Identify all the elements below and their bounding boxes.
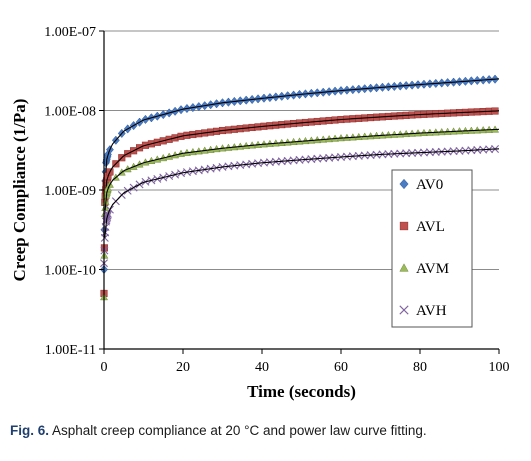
tick-labels: 1.00E-11 1.00E-10 1.00E-09 1.00E-08 1.00E-07… xyxy=(44,25,509,375)
series-avh xyxy=(100,145,500,268)
legend-label-avl: AVL xyxy=(416,219,445,235)
y-axis-title: Creep Compliance (1/Pa) xyxy=(10,99,29,282)
legend-marker-avl xyxy=(399,221,409,231)
fit-curve-av0 xyxy=(104,78,500,191)
x-axis-title: Time (seconds) xyxy=(247,382,356,401)
legend-marker-avh xyxy=(399,305,409,315)
axes xyxy=(99,30,500,354)
series-avl xyxy=(100,107,500,297)
series-avm xyxy=(99,125,500,301)
caption-text: Asphalt creep compliance at 20 °C and po… xyxy=(52,423,427,438)
x-tick-label: 60 xyxy=(334,360,348,375)
legend-label-av0: AV0 xyxy=(416,177,443,193)
x-tick-label: 0 xyxy=(101,360,108,375)
y-tick-label: 1.00E-09 xyxy=(44,184,96,199)
caption-label: Fig. 6. xyxy=(10,423,50,438)
y-tick-label: 1.00E-10 xyxy=(44,264,96,279)
legend-box xyxy=(391,169,473,328)
legend-label-avh: AVH xyxy=(416,303,447,319)
y-tick-label: 1.00E-07 xyxy=(44,25,96,40)
legend-label-avm: AVM xyxy=(416,261,449,277)
legend-marker-av0 xyxy=(399,178,409,190)
y-tick-label: 1.00E-11 xyxy=(45,343,96,358)
marker-stroke xyxy=(399,305,409,315)
fit-curve-avm xyxy=(104,128,500,214)
x-tick-label: 20 xyxy=(176,360,190,375)
x-tick-label: 40 xyxy=(255,360,269,375)
fit-curve-avl xyxy=(104,110,500,203)
legend-marker-avm xyxy=(399,263,409,272)
x-tick-label: 100 xyxy=(489,360,510,375)
x-tick-label: 80 xyxy=(413,360,427,375)
figure-caption: Fig. 6. Asphalt creep compliance at 20 °… xyxy=(10,423,525,438)
marker-stroke xyxy=(100,233,109,242)
y-tick-label: 1.00E-08 xyxy=(44,105,96,120)
series-layer xyxy=(99,74,500,301)
creep-compliance-chart: 1.00E-11 1.00E-10 1.00E-09 1.00E-08 1.00E-07… xyxy=(10,25,510,401)
fit-curve-avh xyxy=(104,148,500,238)
legend: AV0 AVL AVM AVH xyxy=(391,169,473,328)
